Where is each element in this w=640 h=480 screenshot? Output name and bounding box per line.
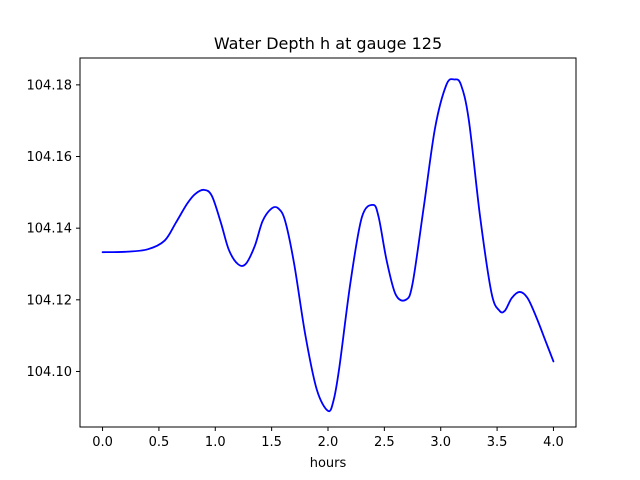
y-axis-ticks: 104.10 104.12 104.14 104.16 104.18: [27, 78, 80, 380]
y-tick-label: 104.18: [27, 78, 73, 93]
x-tick-label: 0.5: [149, 435, 170, 450]
x-tick-label: 2.0: [318, 435, 339, 450]
y-tick-label: 104.10: [27, 365, 73, 380]
x-tick-label: 3.0: [430, 435, 451, 450]
x-tick-label: 3.5: [487, 435, 508, 450]
y-tick-label: 104.14: [27, 222, 73, 237]
y-tick-label: 104.16: [27, 150, 73, 165]
x-tick-label: 1.5: [261, 435, 282, 450]
x-tick-label: 0.0: [92, 435, 113, 450]
x-tick-label: 1.0: [205, 435, 226, 450]
x-tick-label: 4.0: [543, 435, 564, 450]
x-axis-label: hours: [310, 456, 347, 471]
chart-title: Water Depth h at gauge 125: [214, 34, 442, 53]
x-tick-label: 2.5: [374, 435, 395, 450]
x-axis-ticks: 0.0 0.5 1.0 1.5 2.0 2.5 3.0 3.5 4.0: [92, 427, 564, 450]
series-line: [101, 78, 555, 413]
plot-area: [101, 78, 555, 413]
y-tick-label: 104.12: [27, 293, 73, 308]
